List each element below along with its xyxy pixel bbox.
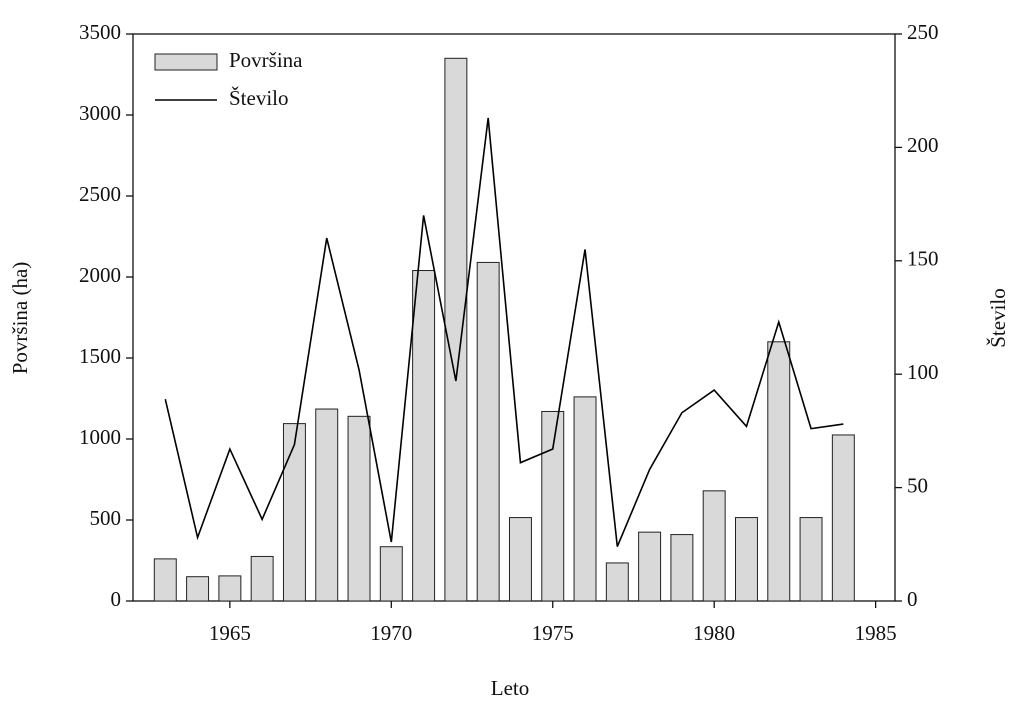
bar <box>347 415 371 602</box>
y2-tick-label: 250 <box>907 20 939 44</box>
bar <box>702 490 726 602</box>
x-tick-label: 1975 <box>532 621 574 645</box>
bar <box>250 555 274 602</box>
bar <box>412 270 436 602</box>
y2-tick-label: 200 <box>907 133 939 157</box>
bar <box>541 410 565 602</box>
y-tick-label: 0 <box>111 587 122 611</box>
bar <box>444 57 468 602</box>
bar <box>153 558 177 602</box>
y-tick-label: 500 <box>90 506 122 530</box>
line <box>164 117 844 547</box>
y2-tick-label: 50 <box>907 473 928 497</box>
x-tick-label: 1980 <box>693 621 735 645</box>
bar <box>799 517 823 602</box>
bar <box>508 517 532 602</box>
bar <box>186 576 210 602</box>
bar <box>476 261 500 602</box>
bar <box>734 517 758 602</box>
y-tick-label: 3500 <box>79 20 121 44</box>
x-tick-label: 1965 <box>209 621 251 645</box>
y-tick-label: 2500 <box>79 182 121 206</box>
bar <box>605 562 629 602</box>
legend-label: Površina <box>229 48 303 72</box>
y2-tick-label: 0 <box>907 587 918 611</box>
bar <box>218 575 242 602</box>
y-tick-label: 3000 <box>79 101 121 125</box>
x-tick-label: 1970 <box>370 621 412 645</box>
y-tick-label: 1000 <box>79 425 121 449</box>
y2-axis-label: Število <box>986 288 1010 348</box>
y-axis-label: Površina (ha) <box>8 262 32 375</box>
bar <box>767 341 791 602</box>
bar <box>282 423 306 602</box>
x-tick-label: 1985 <box>855 621 897 645</box>
y2-tick-label: 150 <box>907 247 939 271</box>
y-tick-label: 1500 <box>79 344 121 368</box>
y-tick-label: 2000 <box>79 263 121 287</box>
legend-swatch <box>154 53 218 71</box>
bar <box>315 408 339 602</box>
legend-label: Število <box>229 86 289 110</box>
bar <box>670 534 694 602</box>
bar <box>573 396 597 602</box>
bar <box>831 434 855 602</box>
bar <box>379 546 403 602</box>
x-axis-label: Leto <box>491 676 529 700</box>
y2-tick-label: 100 <box>907 360 939 384</box>
bar <box>638 531 662 602</box>
